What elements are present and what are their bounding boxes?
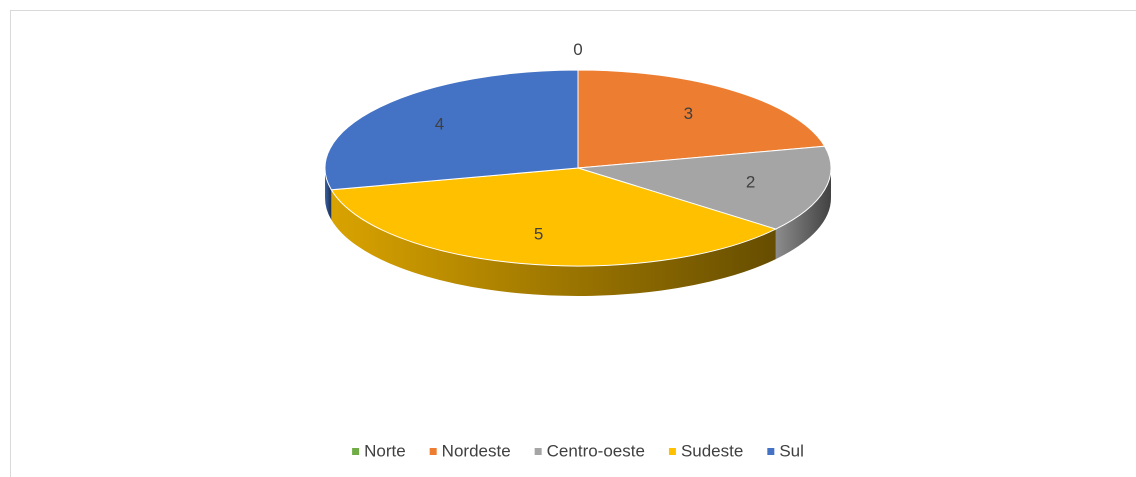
legend-label: Sudeste [681, 441, 743, 460]
data-label: 5 [534, 224, 543, 243]
legend-swatch [429, 448, 437, 455]
slice-side [331, 189, 776, 296]
legend-swatch [534, 448, 542, 455]
data-label: 0 [573, 40, 582, 59]
legend-label: Norte [364, 441, 406, 460]
slice [577, 145, 832, 230]
legend-swatch [668, 448, 676, 455]
data-label: 3 [684, 104, 693, 123]
data-label: 4 [435, 115, 444, 134]
legend-label: Sul [779, 441, 804, 460]
legend-label: Centro-oeste [547, 441, 645, 460]
slice-side [775, 168, 831, 260]
legend-swatch [767, 448, 775, 455]
slice [577, 69, 826, 169]
legend-swatch [352, 448, 360, 455]
data-label: 2 [746, 173, 755, 192]
legend-label: Nordeste [442, 441, 511, 460]
chart-border [10, 10, 1136, 477]
slice [330, 167, 778, 267]
slice [324, 69, 579, 191]
slice-side [325, 168, 332, 220]
